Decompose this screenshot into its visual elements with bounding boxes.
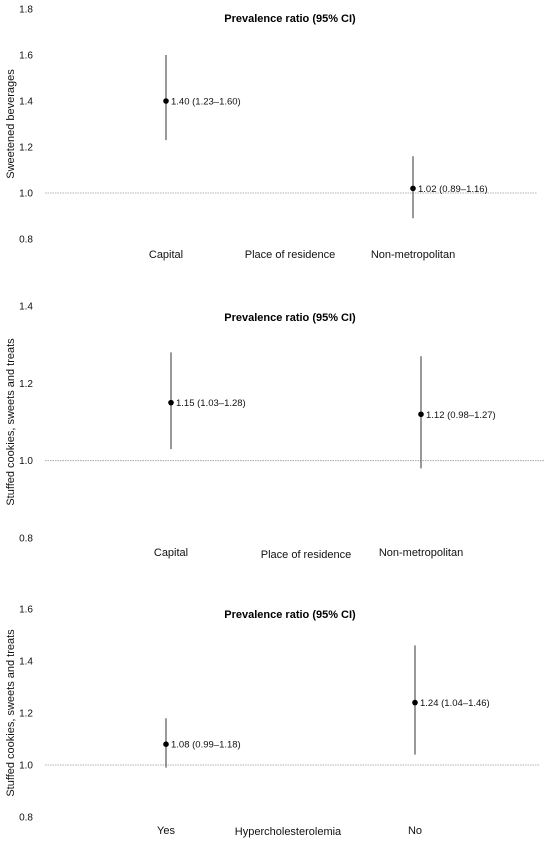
data-point	[163, 741, 169, 747]
data-point	[418, 411, 424, 418]
y-tick-label: 1.0	[19, 456, 33, 467]
y-tick-label: 1.6	[19, 605, 33, 616]
y-tick-label: 1.2	[19, 143, 33, 154]
category-label: Capital	[154, 547, 188, 559]
y-tick-label: 1.4	[19, 97, 33, 108]
category-label: Non-metropolitan	[371, 249, 455, 261]
y-axis-label: Stuffed cookies, sweets and treats	[5, 629, 17, 797]
data-label: 1.40 (1.23–1.60)	[171, 97, 241, 108]
y-tick-label: 1.2	[19, 379, 33, 390]
category-label: No	[408, 825, 422, 837]
data-label: 1.24 (1.04–1.46)	[420, 698, 490, 709]
data-label: 1.15 (1.03–1.28)	[176, 398, 246, 409]
y-tick-label: 0.8	[19, 534, 33, 545]
y-tick-label: 1.0	[19, 761, 33, 772]
data-point	[168, 399, 174, 406]
y-tick-label: 1.0	[19, 189, 33, 200]
category-label: Capital	[149, 249, 183, 261]
chart-title: Prevalence ratio (95% CI)	[224, 312, 356, 324]
y-tick-label: 1.4	[19, 302, 33, 313]
y-tick-label: 1.8	[19, 5, 33, 16]
y-tick-label: 0.8	[19, 813, 33, 824]
data-point	[163, 98, 169, 104]
data-point	[412, 699, 418, 706]
data-label: 1.02 (0.89–1.16)	[418, 184, 488, 195]
y-axis-label: Stuffed cookies, sweets and treats	[5, 338, 17, 506]
chart-title: Prevalence ratio (95% CI)	[224, 13, 356, 25]
y-tick-label: 1.6	[19, 51, 33, 62]
y-tick-label: 1.4	[19, 657, 33, 668]
chart-title: Prevalence ratio (95% CI)	[224, 609, 356, 621]
data-label: 1.08 (0.99–1.18)	[171, 740, 241, 751]
chart-panel-2: 0.8 1.0 1.2 1.4 Prevalence ratio (95% CI) Stu…	[5, 302, 545, 561]
y-axis-label: Sweetened beverages	[5, 69, 17, 179]
data-point	[410, 185, 416, 192]
x-axis-label: Place of residence	[245, 249, 336, 261]
data-label: 1.12 (0.98–1.27)	[426, 410, 496, 421]
x-axis-label: Hypercholesterolemia	[235, 826, 342, 838]
x-axis-label: Place of residence	[261, 549, 352, 561]
y-tick-label: 1.2	[19, 709, 33, 720]
y-tick-label: 0.8	[19, 235, 33, 246]
chart-panel-3: 0.8 1.0 1.2 1.4 1.6 Prevalence ratio (95% CI)…	[5, 605, 540, 838]
chart-panel-1: 0.8 1.0 1.2 1.4 1.6 1.8 Prevalence ratio (95% …	[5, 5, 537, 261]
category-label: Non-metropolitan	[379, 547, 463, 559]
category-label: Yes	[157, 825, 175, 837]
